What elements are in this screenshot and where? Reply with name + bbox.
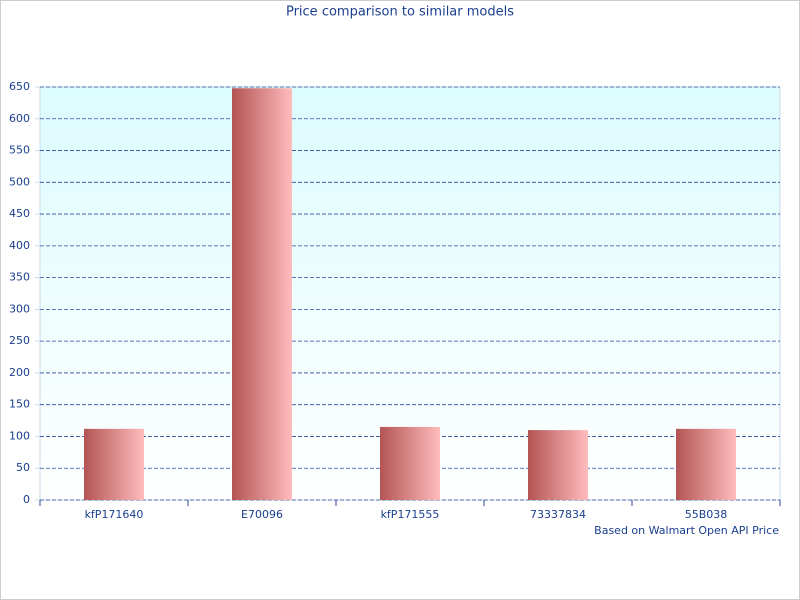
bar (380, 426, 440, 500)
y-tick-label: 400 (9, 239, 30, 252)
y-tick-label: 150 (9, 398, 30, 411)
y-tick-label: 550 (9, 144, 30, 157)
x-tick-label: E70096 (241, 508, 283, 521)
y-tick-label: 450 (9, 207, 30, 220)
y-tick-label: 350 (9, 271, 30, 284)
x-tick-label: kfP171555 (381, 508, 440, 521)
y-tick-label: 250 (9, 334, 30, 347)
chart-title: Price comparison to similar models (286, 5, 514, 20)
y-tick-label: 0 (23, 493, 30, 506)
x-tick-label: kfP171640 (85, 508, 144, 521)
y-tick-label: 300 (9, 302, 30, 315)
y-tick-label: 100 (9, 429, 30, 442)
y-tick-label: 600 (9, 112, 30, 125)
x-tick-label: 73337834 (530, 508, 586, 521)
bar (528, 430, 588, 500)
y-tick-label: 500 (9, 175, 30, 188)
x-tick-label: 55B038 (685, 508, 728, 521)
bar (232, 88, 292, 501)
y-tick-label: 650 (9, 80, 30, 93)
source-note: Based on Walmart Open API Price (594, 524, 779, 537)
bar (84, 428, 144, 500)
bar (676, 428, 736, 500)
y-tick-label: 200 (9, 366, 30, 379)
y-tick-label: 50 (16, 461, 30, 474)
